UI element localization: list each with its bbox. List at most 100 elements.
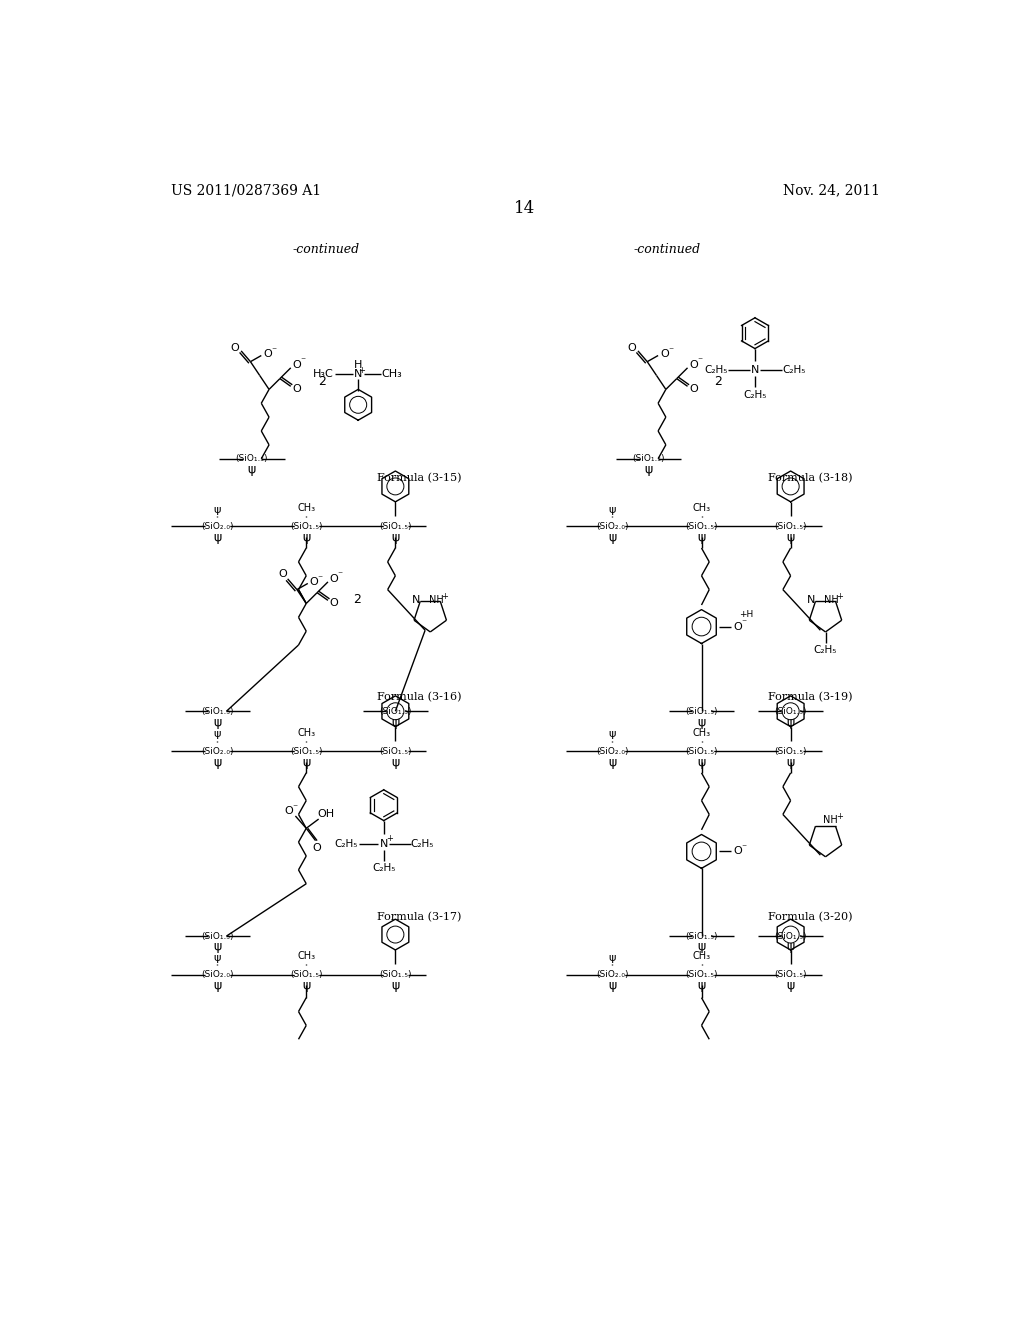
Text: 2: 2 (715, 375, 723, 388)
Text: (SiO₁.₅): (SiO₁.₅) (290, 970, 323, 979)
Text: O: O (263, 348, 272, 359)
Text: CH₃: CH₃ (692, 503, 711, 513)
Text: CH₃: CH₃ (381, 370, 401, 379)
Text: NH: NH (822, 814, 838, 825)
Text: ψ: ψ (697, 531, 706, 544)
Text: ⁻: ⁻ (301, 356, 306, 367)
Text: ψ: ψ (213, 979, 221, 991)
Text: ψ: ψ (391, 979, 399, 991)
Text: O: O (733, 846, 742, 857)
Text: (SiO₁.₅): (SiO₁.₅) (774, 932, 807, 941)
Text: ψ: ψ (608, 730, 616, 739)
Text: +: + (386, 834, 393, 842)
Text: O: O (628, 343, 636, 352)
Text: +: + (836, 593, 843, 601)
Text: ψ: ψ (697, 755, 706, 768)
Text: ψ: ψ (786, 979, 795, 991)
Text: ψ: ψ (213, 755, 221, 768)
Text: Formula (3-15): Formula (3-15) (377, 473, 461, 483)
Text: Formula (3-19): Formula (3-19) (768, 692, 853, 702)
Text: ψ: ψ (391, 715, 399, 729)
Text: OH: OH (317, 809, 335, 820)
Text: C₂H₅: C₂H₅ (743, 389, 767, 400)
Text: C₂H₅: C₂H₅ (705, 366, 728, 375)
Text: O: O (733, 622, 742, 631)
Text: (SiO₂.₀): (SiO₂.₀) (596, 970, 629, 979)
Text: Formula (3-20): Formula (3-20) (768, 912, 853, 921)
Text: ψ: ψ (786, 531, 795, 544)
Text: O: O (330, 574, 339, 583)
Text: ψ: ψ (302, 979, 310, 991)
Text: ψ: ψ (786, 755, 795, 768)
Text: ψ: ψ (248, 463, 256, 477)
Text: ψ: ψ (391, 531, 399, 544)
Text: (SiO₂.₀): (SiO₂.₀) (201, 747, 233, 756)
Text: (SiO₁.₅): (SiO₁.₅) (685, 521, 718, 531)
Text: CH₃: CH₃ (692, 952, 711, 961)
Text: ψ: ψ (786, 940, 795, 953)
Text: N: N (354, 370, 362, 379)
Text: ⁻: ⁻ (741, 843, 746, 853)
Text: +: + (358, 366, 366, 375)
Text: ψ: ψ (302, 755, 310, 768)
Text: (SiO₁.₅): (SiO₁.₅) (774, 521, 807, 531)
Text: ⁻: ⁻ (338, 570, 343, 581)
Text: N: N (751, 366, 759, 375)
Text: -continued: -continued (292, 243, 359, 256)
Text: (SiO₁.₅): (SiO₁.₅) (379, 521, 412, 531)
Text: ψ: ψ (302, 531, 310, 544)
Text: (SiO₁.₅): (SiO₁.₅) (201, 932, 233, 941)
Text: (SiO₁.₅): (SiO₁.₅) (290, 747, 323, 756)
Text: O: O (312, 842, 322, 853)
Text: (SiO₁.₅): (SiO₁.₅) (685, 747, 718, 756)
Text: N: N (412, 594, 421, 605)
Text: N: N (807, 594, 816, 605)
Text: CH₃: CH₃ (692, 727, 711, 738)
Text: (SiO₁.₅): (SiO₁.₅) (633, 454, 665, 463)
Text: ψ: ψ (608, 531, 616, 544)
Text: NH: NH (824, 594, 839, 605)
Text: ψ: ψ (213, 730, 221, 739)
Text: H: H (354, 360, 362, 370)
Text: +: + (836, 812, 843, 821)
Text: (SiO₂.₀): (SiO₂.₀) (596, 747, 629, 756)
Text: ⁻: ⁻ (271, 346, 276, 356)
Text: ψ: ψ (697, 979, 706, 991)
Text: -continued: -continued (633, 243, 700, 256)
Text: C₂H₅: C₂H₅ (411, 838, 434, 849)
Text: C₂H₅: C₂H₅ (335, 838, 358, 849)
Text: CH₃: CH₃ (297, 727, 315, 738)
Text: O: O (659, 348, 669, 359)
Text: (SiO₂.₀): (SiO₂.₀) (201, 970, 233, 979)
Text: NH: NH (429, 594, 443, 605)
Text: +H: +H (739, 610, 754, 619)
Text: (SiO₁.₅): (SiO₁.₅) (236, 454, 268, 463)
Text: O: O (330, 598, 339, 609)
Text: 14: 14 (514, 199, 536, 216)
Text: O: O (293, 360, 301, 370)
Text: US 2011/0287369 A1: US 2011/0287369 A1 (171, 183, 321, 198)
Text: ⁻: ⁻ (317, 574, 323, 583)
Text: ψ: ψ (645, 463, 653, 477)
Text: (SiO₁.₅): (SiO₁.₅) (379, 747, 412, 756)
Text: CH₃: CH₃ (297, 503, 315, 513)
Text: ψ: ψ (608, 953, 616, 962)
Text: O: O (285, 807, 294, 816)
Text: ψ: ψ (213, 953, 221, 962)
Text: O: O (689, 384, 698, 395)
Text: (SiO₁.₅): (SiO₁.₅) (774, 747, 807, 756)
Text: CH₃: CH₃ (297, 952, 315, 961)
Text: (SiO₁.₅): (SiO₁.₅) (685, 932, 718, 941)
Text: O: O (689, 360, 698, 370)
Text: ψ: ψ (608, 979, 616, 991)
Text: O: O (293, 384, 301, 395)
Text: Formula (3-17): Formula (3-17) (377, 912, 461, 921)
Text: ψ: ψ (213, 504, 221, 515)
Text: (SiO₁.₅): (SiO₁.₅) (379, 706, 412, 715)
Text: (SiO₁.₅): (SiO₁.₅) (290, 521, 323, 531)
Text: (SiO₁.₅): (SiO₁.₅) (201, 706, 233, 715)
Text: ψ: ψ (786, 715, 795, 729)
Text: 2: 2 (352, 593, 360, 606)
Text: (SiO₁.₅): (SiO₁.₅) (379, 970, 412, 979)
Text: ψ: ψ (213, 531, 221, 544)
